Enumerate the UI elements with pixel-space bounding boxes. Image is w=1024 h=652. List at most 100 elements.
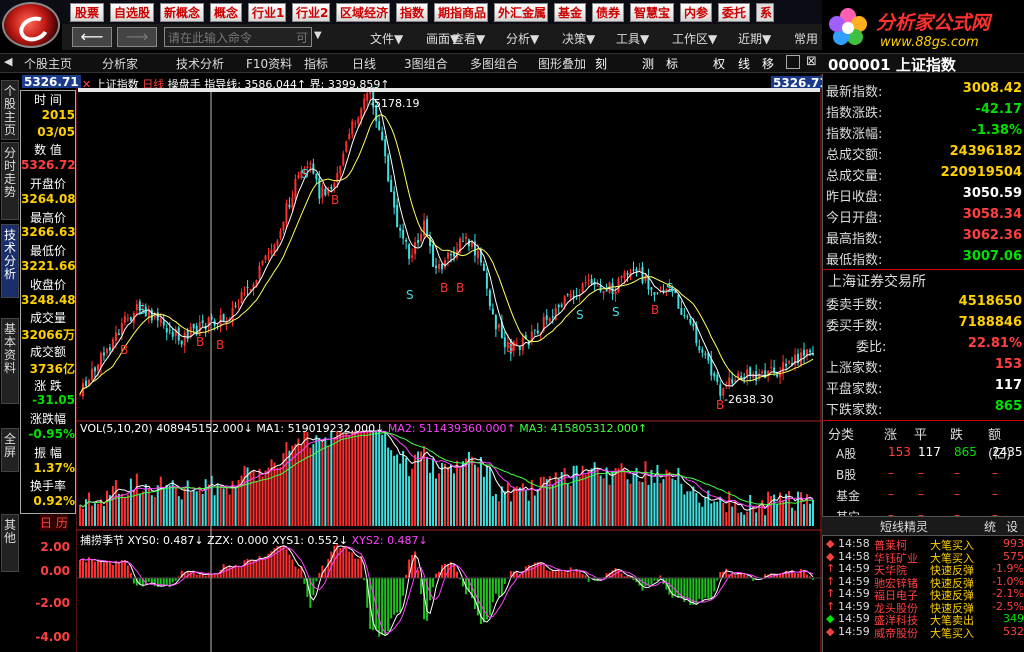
tab-2[interactable]: 技术分析	[176, 57, 225, 71]
tab-1[interactable]: 分析家	[102, 57, 139, 71]
volume-bar	[809, 503, 812, 526]
app-logo[interactable]	[2, 2, 60, 48]
indicator-bar	[372, 578, 375, 631]
candle-body	[240, 292, 243, 304]
menu-item-6[interactable]: 工作区▼	[672, 32, 718, 46]
news-settings-button[interactable]: 设	[1006, 520, 1019, 534]
exchange-label: 下跌家数:	[826, 403, 883, 418]
indicator-bar	[180, 570, 183, 578]
news-stat-button[interactable]: 统	[984, 520, 997, 534]
exchange-row: 委比: 22.81%	[826, 336, 1022, 357]
volume-bar	[234, 487, 237, 526]
topnav-item-11[interactable]: 债券	[592, 3, 624, 22]
ma-line-long	[79, 114, 814, 395]
minimize-icon[interactable]	[786, 55, 800, 69]
menu-item-8[interactable]: 常用	[794, 32, 819, 46]
indicator-bar	[683, 578, 686, 602]
tab-6[interactable]: 3图组合	[404, 57, 448, 71]
price-scale-bar	[78, 88, 820, 92]
topnav-item-13[interactable]: 内参	[680, 3, 712, 22]
signal-marker: S	[576, 308, 584, 322]
left-tab-4[interactable]: 全屏	[1, 428, 19, 472]
topnav-item-1[interactable]: 自选股	[110, 3, 154, 22]
menu-item-4[interactable]: 决策▼	[562, 32, 596, 46]
tab-8[interactable]: 图形叠加	[538, 57, 587, 71]
left-tab-0[interactable]: 个股主页	[1, 80, 19, 140]
volume-bar	[378, 431, 381, 526]
volume-bar	[782, 500, 785, 526]
candle-body	[285, 202, 288, 224]
tab-0[interactable]: 个股主页	[24, 57, 73, 71]
indicator-bar	[126, 565, 129, 578]
volume-bar	[638, 481, 641, 526]
menu-item-7[interactable]: 近期▼	[738, 32, 772, 46]
menu-item-0[interactable]: 文件▼	[370, 32, 404, 46]
left-tab-1[interactable]: 分时走势	[1, 142, 19, 220]
tab-9[interactable]: 刻	[595, 57, 608, 71]
volume-bar	[479, 456, 482, 526]
menu-item-5[interactable]: 工具▼	[616, 32, 650, 46]
candle-body	[183, 332, 186, 346]
command-input[interactable]: 请在此输入命令可	[164, 27, 312, 47]
menu-item-3[interactable]: 分析▼	[506, 32, 540, 46]
candle-body	[650, 287, 653, 290]
topnav-item-15[interactable]: 系	[756, 3, 774, 22]
tab-4[interactable]: 指标	[304, 57, 329, 71]
command-dropdown-icon[interactable]: ▼	[314, 30, 322, 41]
news-time: 14:59	[838, 562, 870, 575]
tab-13[interactable]: 线	[738, 57, 751, 71]
topnav-item-12[interactable]: 智慧宝	[630, 3, 674, 22]
table-cell: –	[954, 487, 960, 501]
menu-item-1[interactable]: 画面▼	[426, 32, 460, 46]
indicator-bar	[491, 578, 494, 603]
brand-url[interactable]: www.88gs.com	[880, 35, 979, 50]
news-name: 普莱柯	[874, 539, 907, 552]
topnav-item-7[interactable]: 指数	[396, 3, 428, 22]
volume-bar	[375, 431, 378, 526]
tab-7[interactable]: 多图组合	[470, 57, 519, 71]
tab-12[interactable]: 权	[713, 57, 726, 71]
candle-body	[509, 339, 512, 354]
tab-11[interactable]: 标	[666, 57, 679, 71]
menu-item-2[interactable]: 查看▼	[452, 32, 486, 46]
topnav-item-0[interactable]: 股票	[70, 3, 104, 22]
indicator-bar	[605, 573, 608, 578]
indicator-bar	[84, 562, 87, 578]
topnav-item-2[interactable]: 新概念	[160, 3, 204, 22]
forward-button[interactable]: ⟶	[117, 27, 157, 47]
tab-3[interactable]: F10资料	[246, 57, 293, 71]
left-tab-2[interactable]: 技术分析	[1, 224, 19, 298]
topnav-item-5[interactable]: 行业2	[292, 3, 330, 22]
candle-body	[800, 352, 803, 365]
back-button[interactable]: ⟵	[72, 27, 112, 47]
volume-bar	[108, 495, 111, 526]
tab-5[interactable]: 日线	[352, 57, 377, 71]
candle-body	[276, 240, 279, 246]
volume-bar	[354, 431, 357, 526]
indicator-bar	[752, 578, 755, 581]
topnav-item-6[interactable]: 区域经济	[336, 3, 390, 22]
tab-scroll-left-icon[interactable]: ◀	[4, 55, 13, 68]
indicator-bar	[497, 578, 500, 597]
candle-body	[168, 329, 171, 331]
topnav-item-10[interactable]: 基金	[554, 3, 586, 22]
tab-10[interactable]: 测	[642, 57, 655, 71]
tab-14[interactable]: 移	[762, 57, 775, 71]
volume-bar	[536, 488, 539, 526]
left-tab-5[interactable]: 其他	[1, 514, 19, 572]
left-tab-3[interactable]: 基本资料	[1, 318, 19, 404]
topnav-item-8[interactable]: 期指商品	[434, 3, 488, 22]
calendar-button[interactable]: 日 历	[40, 514, 68, 531]
volume-bar	[473, 464, 476, 526]
topnav-item-14[interactable]: 委托	[718, 3, 750, 22]
volume-bar	[668, 471, 671, 526]
topnav-item-9[interactable]: 外汇金属	[494, 3, 548, 22]
volume-bar	[797, 491, 800, 526]
topnav-item-4[interactable]: 行业1	[248, 3, 286, 22]
volume-bar	[452, 473, 455, 526]
indicator-bar	[587, 578, 590, 583]
news-val: -2.1%	[992, 587, 1024, 600]
close-chart-icon[interactable]: ⊠	[806, 54, 817, 69]
topnav-item-3[interactable]: 概念	[210, 3, 242, 22]
